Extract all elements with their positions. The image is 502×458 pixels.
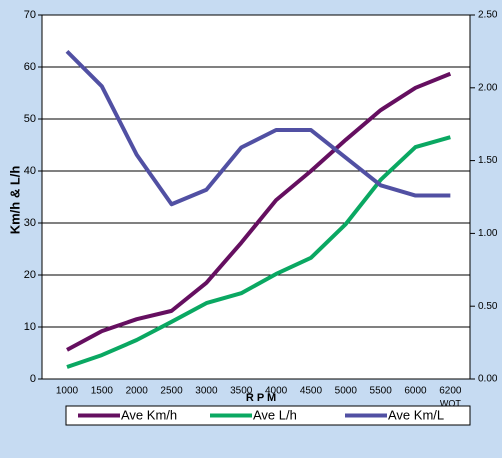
annotation: WOT <box>440 398 461 408</box>
y-tick-label: 0 <box>30 373 36 385</box>
x-tick-label: 5500 <box>370 386 393 397</box>
x-tick-label: 3000 <box>195 386 218 397</box>
x-tick-label: 4000 <box>265 386 288 397</box>
x-tick-label: 4500 <box>300 386 323 397</box>
y-tick-label: 20 <box>24 269 36 281</box>
y-tick-label: 30 <box>24 217 36 229</box>
plot-area <box>41 14 471 380</box>
x-tick-label: 6200 <box>439 386 462 397</box>
line-series <box>66 135 451 369</box>
x-tick-label: 3500 <box>230 386 253 397</box>
x-tick-label: 5000 <box>335 386 358 397</box>
y2-tick-label: 0.00 <box>478 374 498 385</box>
legend-label: Ave Km/h <box>121 407 177 422</box>
legend-label: Ave Km/L <box>388 407 444 422</box>
y-tick-label: 40 <box>24 165 36 177</box>
y2-tick-label: 2.00 <box>478 82 498 93</box>
y-axis-title: Km/h & L/h <box>7 166 22 235</box>
x-tick-label: 6000 <box>404 386 427 397</box>
y-tick-label: 50 <box>24 113 36 125</box>
y2-tick-label: 2.50 <box>478 10 498 21</box>
y-tick-label: 10 <box>24 321 36 333</box>
y2-tick-label: 1.00 <box>478 228 498 239</box>
y2-tick-label: 1.50 <box>478 155 498 166</box>
legend-label: Ave L/h <box>253 407 297 422</box>
x-tick-label: 1000 <box>56 386 79 397</box>
line-series <box>66 71 452 352</box>
y-tick-label: 70 <box>24 9 36 21</box>
x-tick-label: 2000 <box>126 386 149 397</box>
y-tick-label: 60 <box>24 61 36 73</box>
x-tick-label: 1500 <box>91 386 114 397</box>
y2-tick-label: 0.50 <box>478 301 498 312</box>
x-tick-label: 2500 <box>160 386 183 397</box>
line-series <box>65 49 451 207</box>
x-axis-title: R P M <box>246 392 276 404</box>
legend <box>65 405 471 426</box>
